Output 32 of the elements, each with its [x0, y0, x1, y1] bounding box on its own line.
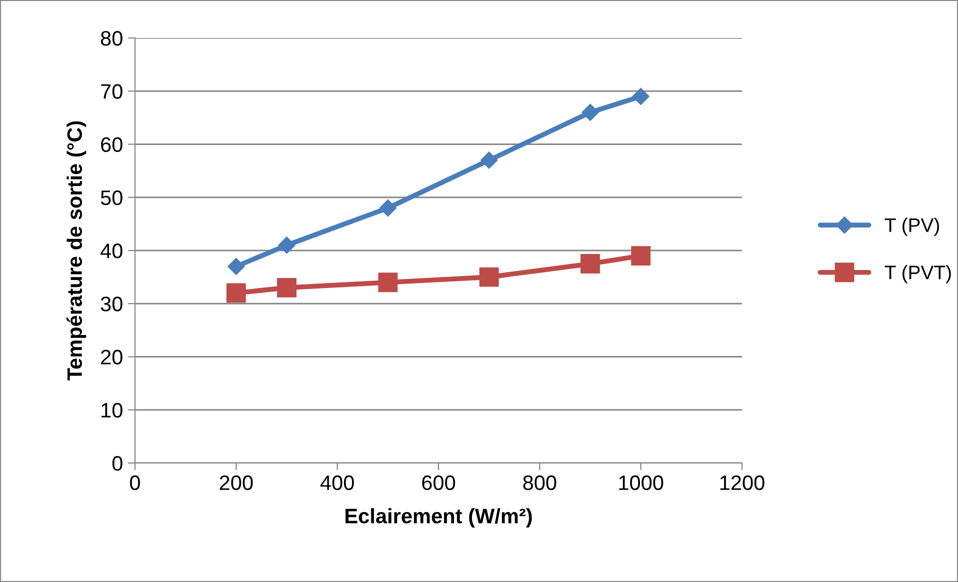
point: [580, 254, 600, 274]
x-tick-label: 1200: [720, 475, 764, 490]
y-tick-label: 20: [101, 350, 122, 365]
point: [379, 199, 396, 217]
x-tick-label: 0: [130, 475, 140, 490]
point: [228, 258, 245, 275]
y-tick-label: 30: [100, 296, 122, 312]
y-axis-title: Température de sortie (°C): [66, 121, 86, 380]
point: [479, 267, 499, 287]
y-tick-label: 70: [101, 84, 122, 99]
x-tick-label: 400: [320, 475, 354, 490]
point: [378, 272, 398, 292]
x-tick-label: 200: [220, 475, 253, 490]
x-tick-label: 800: [523, 475, 556, 490]
point: [632, 88, 650, 105]
y-tick-label: 60: [101, 137, 122, 152]
x-tick-label: 600: [422, 475, 456, 490]
y-tick-label: 80: [100, 31, 122, 46]
point: [582, 104, 599, 121]
point: [226, 283, 246, 303]
y-tick-label: 0: [112, 456, 122, 471]
legend-label: T (PVT): [884, 265, 951, 284]
y-tick-label: 40: [100, 244, 122, 258]
point: [480, 152, 498, 169]
x-axis-title: Eclairement (W/m²): [346, 508, 532, 528]
y-tick-label: 50: [100, 190, 122, 206]
point: [631, 246, 651, 266]
legend-label: T (PV): [884, 218, 939, 236]
x-tick-label: 1000: [619, 475, 664, 490]
point: [278, 236, 296, 254]
y-tick-label: 10: [102, 402, 122, 418]
point: [277, 278, 296, 298]
